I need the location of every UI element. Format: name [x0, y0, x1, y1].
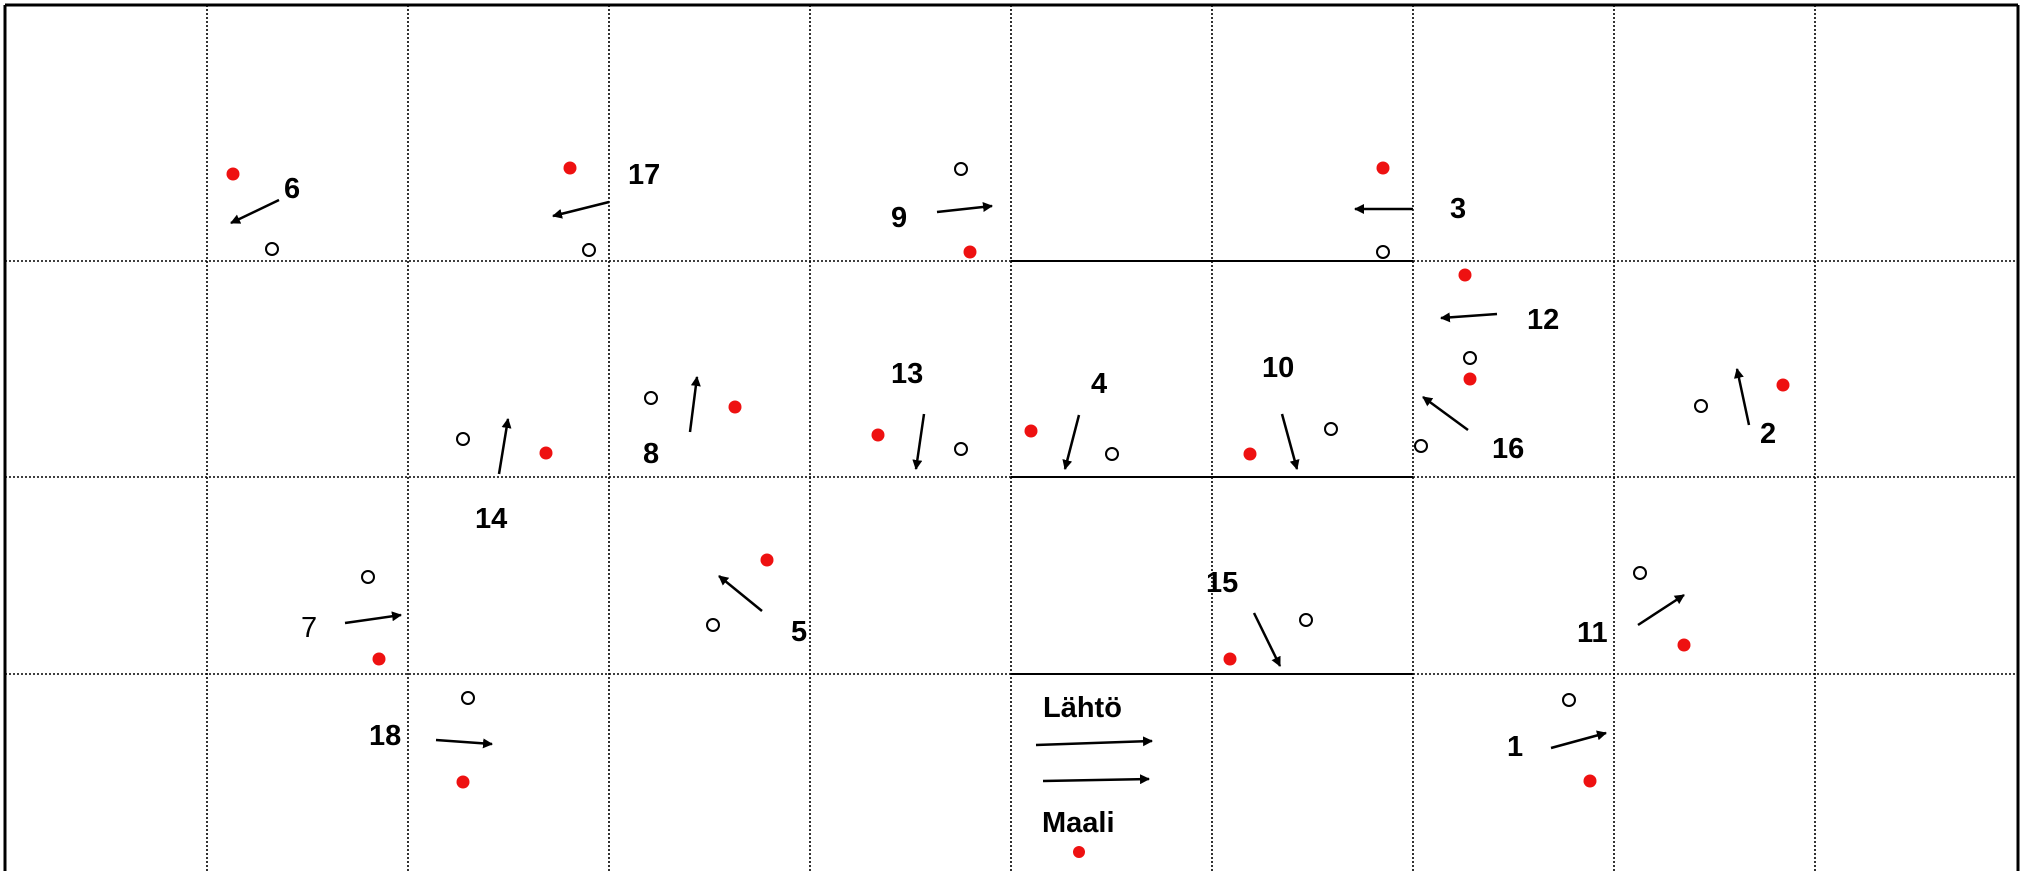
control-number-label: 12	[1527, 304, 1559, 336]
control-point-6: 6	[226, 167, 300, 256]
filled-dot-marker	[760, 553, 774, 567]
open-circle-marker	[1633, 566, 1647, 580]
open-circle-marker	[361, 570, 375, 584]
control-point-3: 3	[1354, 161, 1466, 259]
filled-dot-marker	[1458, 268, 1472, 282]
control-number-label: 18	[369, 720, 401, 752]
control-number-label: 8	[643, 438, 659, 470]
filled-dot-marker	[1376, 161, 1390, 175]
start-finish: Lähtö Maali	[1035, 692, 1153, 858]
control-number-label: 6	[284, 173, 300, 205]
finish-label: Maali	[1042, 807, 1115, 839]
direction-arrow-south	[1062, 414, 1081, 470]
open-circle-marker	[265, 242, 279, 256]
direction-arrow-south	[1280, 413, 1300, 470]
control-point-18: 18	[369, 691, 493, 789]
direction-arrow-west	[1440, 312, 1498, 323]
control-number-label: 17	[628, 159, 660, 191]
control-number-label: 10	[1262, 352, 1294, 384]
control-point-2: 2	[1694, 368, 1790, 450]
control-number-label: 9	[891, 202, 907, 234]
control-number-label: 3	[1450, 193, 1466, 225]
open-circle-marker	[1105, 447, 1119, 461]
open-circle-marker	[1694, 399, 1708, 413]
filled-dot-marker	[1223, 652, 1237, 666]
filled-dot-marker	[226, 167, 240, 181]
control-point-16: 16	[1414, 372, 1524, 465]
control-number-label: 15	[1206, 567, 1238, 599]
control-point-5: 5	[706, 553, 807, 648]
filled-dot-marker	[963, 245, 977, 259]
direction-arrow-east	[344, 611, 402, 625]
control-point-17: 17	[552, 159, 660, 257]
control-number-label: 4	[1091, 368, 1107, 400]
direction-arrow-northeast	[1550, 730, 1607, 750]
start-arrow-lower	[1042, 774, 1150, 785]
open-circle-marker	[1562, 693, 1576, 707]
filled-dot-marker	[1243, 447, 1257, 461]
open-circle-marker	[1376, 245, 1390, 259]
control-point-8: 8	[643, 376, 742, 470]
open-circle-marker	[461, 691, 475, 705]
direction-arrow-east	[435, 738, 493, 749]
open-circle-marker	[706, 618, 720, 632]
open-circle-marker	[1463, 351, 1477, 365]
filled-dot-marker	[871, 428, 885, 442]
direction-arrow-northeast	[1637, 593, 1685, 627]
control-number-label: 14	[475, 503, 507, 535]
open-circle-marker	[1414, 439, 1428, 453]
direction-arrow-northwest	[718, 575, 763, 612]
control-point-9: 9	[891, 162, 993, 259]
open-circle-marker	[582, 243, 596, 257]
control-point-1: 1	[1507, 693, 1607, 788]
control-number-label: 2	[1760, 418, 1776, 450]
finish-filled-marker	[1073, 846, 1085, 858]
direction-arrow-west	[552, 200, 610, 219]
control-number-label: 13	[891, 358, 923, 390]
direction-arrow-northwest	[1422, 395, 1469, 432]
control-point-7: 7	[301, 570, 402, 666]
filled-dot-marker	[1024, 424, 1038, 438]
control-point-15: 15	[1206, 567, 1313, 667]
filled-dot-marker	[1677, 638, 1691, 652]
control-point-10: 10	[1243, 352, 1338, 470]
direction-arrow-east	[936, 202, 993, 214]
control-number-label: 5	[791, 616, 807, 648]
direction-arrow-north	[1733, 368, 1751, 426]
start-label: Lähtö	[1043, 692, 1122, 724]
control-number-label: 7	[301, 612, 317, 644]
direction-arrow-southeast	[1252, 612, 1282, 667]
filled-dot-marker	[728, 400, 742, 414]
open-circle-marker	[1324, 422, 1338, 436]
filled-dot-marker	[563, 161, 577, 175]
control-point-12: 12	[1440, 268, 1559, 365]
control-number-label: 1	[1507, 731, 1523, 763]
filled-dot-marker	[372, 652, 386, 666]
direction-arrow-north	[497, 418, 512, 475]
open-circle-marker	[954, 162, 968, 176]
open-circle-marker	[1299, 613, 1313, 627]
grid	[3, 3, 2020, 871]
control-point-14: 14	[456, 418, 553, 535]
control-number-label: 16	[1492, 433, 1524, 465]
control-point-11: 11	[1577, 566, 1691, 652]
control-point-13: 13	[871, 358, 968, 470]
direction-arrow-southwest	[230, 198, 280, 225]
direction-arrow-north	[688, 376, 701, 433]
open-circle-marker	[644, 391, 658, 405]
filled-dot-marker	[539, 446, 553, 460]
filled-dot-marker	[1583, 774, 1597, 788]
filled-dot-marker	[456, 775, 470, 789]
control-point-4: 4	[1024, 368, 1119, 470]
control-number-label: 11	[1577, 617, 1608, 649]
filled-dot-marker	[1776, 378, 1790, 392]
start-arrow-upper	[1035, 736, 1153, 747]
direction-arrow-south	[912, 413, 926, 470]
open-circle-marker	[456, 432, 470, 446]
filled-dot-marker	[1463, 372, 1477, 386]
open-circle-marker	[954, 442, 968, 456]
